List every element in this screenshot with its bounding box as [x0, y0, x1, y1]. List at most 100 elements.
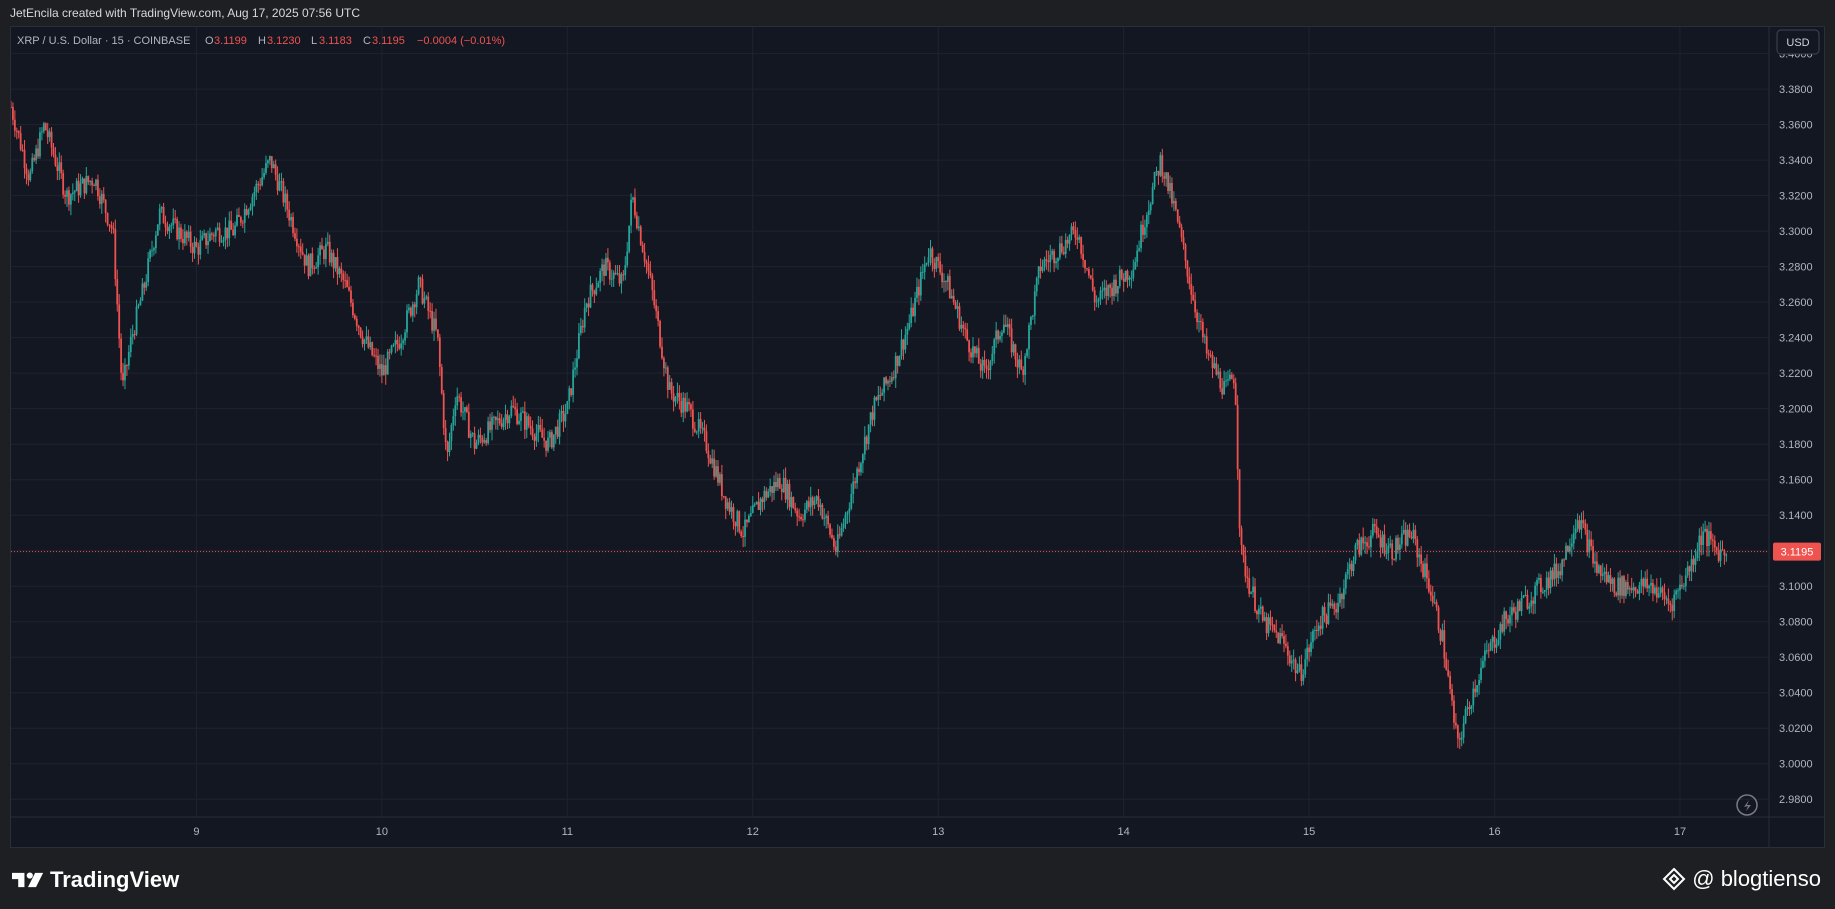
candle-body	[1563, 559, 1565, 561]
candle-body	[1086, 268, 1088, 270]
candle-body	[1619, 577, 1622, 596]
candle-body	[1642, 578, 1645, 587]
candle-body	[802, 519, 804, 521]
candle-body	[1688, 566, 1691, 572]
candle-body	[129, 336, 132, 353]
candle-body	[1097, 298, 1100, 302]
candle-body	[1429, 591, 1432, 596]
candle-body	[805, 501, 808, 510]
candle-body	[848, 508, 851, 513]
candle-body	[467, 411, 470, 438]
candle-body	[1572, 533, 1575, 544]
candle-body	[558, 413, 561, 437]
candle-body	[1286, 646, 1289, 656]
candle-body	[448, 441, 451, 452]
candle-body	[120, 338, 123, 373]
candle-body	[1035, 278, 1038, 292]
candle-body	[585, 303, 588, 308]
candle-body	[1605, 571, 1608, 583]
candle-body	[394, 339, 397, 345]
candle-body	[1611, 578, 1614, 584]
candle-body	[315, 267, 318, 269]
chart-panel[interactable]: 3.4000 3.3800 3.3600 3.3400 3.3200 3.3000 3.28…	[10, 26, 1825, 848]
candle-body	[357, 325, 360, 328]
price-tick-label: 3.2600	[1779, 297, 1813, 309]
candle-body	[68, 190, 70, 205]
candle-body	[1624, 582, 1627, 596]
candle-body	[1163, 176, 1166, 179]
candle-body	[1134, 261, 1137, 270]
candle-body	[203, 233, 206, 236]
candle-body	[1352, 560, 1355, 572]
candle-body	[869, 412, 872, 425]
candle-body	[42, 123, 45, 132]
candle-body	[637, 226, 640, 229]
candle-body	[1427, 578, 1430, 592]
candle-body	[666, 367, 669, 390]
candle-body	[1426, 563, 1428, 579]
candle-body	[616, 273, 619, 275]
candle-body	[1418, 554, 1421, 558]
candle-body	[1667, 598, 1670, 604]
currency-button[interactable]: USD	[1776, 29, 1820, 55]
candle-body	[100, 193, 103, 204]
candle-body	[66, 190, 68, 197]
candle-body	[363, 339, 366, 345]
candle-body	[827, 515, 830, 525]
candle-body	[421, 278, 424, 304]
candle-body	[1694, 557, 1697, 565]
candle-body	[491, 417, 493, 430]
candle-body	[514, 407, 517, 410]
candle-body	[46, 130, 49, 138]
candle-body	[243, 209, 246, 223]
candle-body	[1584, 523, 1587, 530]
candle-body	[1140, 224, 1142, 249]
candle-body	[508, 416, 511, 424]
tradingview-logo: TradingView	[12, 867, 179, 893]
candle-body	[1333, 603, 1336, 609]
candle-body	[997, 330, 999, 340]
candle-body	[720, 474, 723, 496]
candle-body	[570, 388, 573, 395]
candle-body	[267, 160, 269, 164]
candle-body	[1505, 611, 1508, 620]
candle-body	[31, 157, 34, 172]
candle-body	[1277, 632, 1280, 644]
candle-body	[1205, 336, 1208, 354]
candle-body	[1468, 707, 1471, 709]
candle-body	[263, 172, 265, 178]
price-chart[interactable]: 3.40003.38003.36003.34003.32003.30003.28…	[11, 27, 1824, 847]
candle-body	[1153, 171, 1156, 188]
candle-body	[365, 336, 368, 340]
candle-body	[842, 523, 845, 528]
candle-body	[796, 510, 799, 517]
replay-icon[interactable]	[1736, 794, 1758, 816]
price-tick-label: 3.2000	[1779, 404, 1813, 416]
candle-body	[465, 407, 468, 412]
candle-body	[1033, 291, 1036, 316]
candle-body	[854, 481, 857, 484]
candle-body	[1039, 266, 1042, 271]
candle-body	[527, 416, 530, 426]
candle-body	[1690, 559, 1693, 572]
candle-body	[1480, 667, 1482, 680]
candle-body	[724, 496, 727, 509]
candle-body	[301, 252, 304, 255]
candle-body	[657, 311, 660, 321]
candle-body	[1366, 542, 1368, 547]
candle-body	[879, 394, 882, 396]
candle-body	[1078, 237, 1081, 240]
price-tick-label: 3.0800	[1779, 617, 1813, 629]
candle-body	[522, 411, 524, 413]
candle-body	[1576, 520, 1579, 529]
candle-body	[1503, 611, 1506, 632]
candle-body	[1464, 709, 1467, 724]
candle-body	[850, 494, 853, 509]
candle-body	[1706, 528, 1708, 546]
candle-body	[755, 501, 758, 505]
candle-body	[247, 209, 250, 215]
candle-body	[746, 519, 748, 523]
candle-body	[319, 245, 321, 256]
candle-body	[987, 368, 990, 371]
candle-body	[740, 531, 743, 536]
